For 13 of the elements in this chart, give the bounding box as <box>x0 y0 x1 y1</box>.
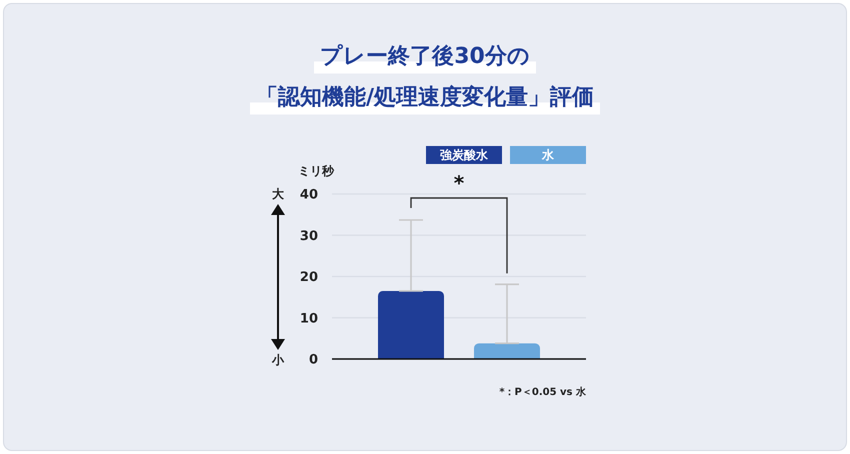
annotation: * <box>452 171 466 195</box>
text: 水 <box>510 146 586 164</box>
y-tick-label: 20 <box>300 270 318 286</box>
y-tick-label: 10 <box>300 311 318 326</box>
y-tick-label: 30 <box>300 228 318 244</box>
y-axis-title: ミリ秒 <box>298 163 334 180</box>
chart-title: プレー終了後30分の「認知機能/処理速度変化量」評価 <box>254 43 596 112</box>
text: 大 <box>271 186 285 203</box>
y-tick-label: 0 <box>308 352 318 368</box>
text: 強炭酸水 <box>426 146 502 164</box>
text: 小 <box>270 352 286 369</box>
text: *：P＜0.05 vs 水 <box>499 386 586 399</box>
y-tick-label: 40 <box>300 188 318 203</box>
